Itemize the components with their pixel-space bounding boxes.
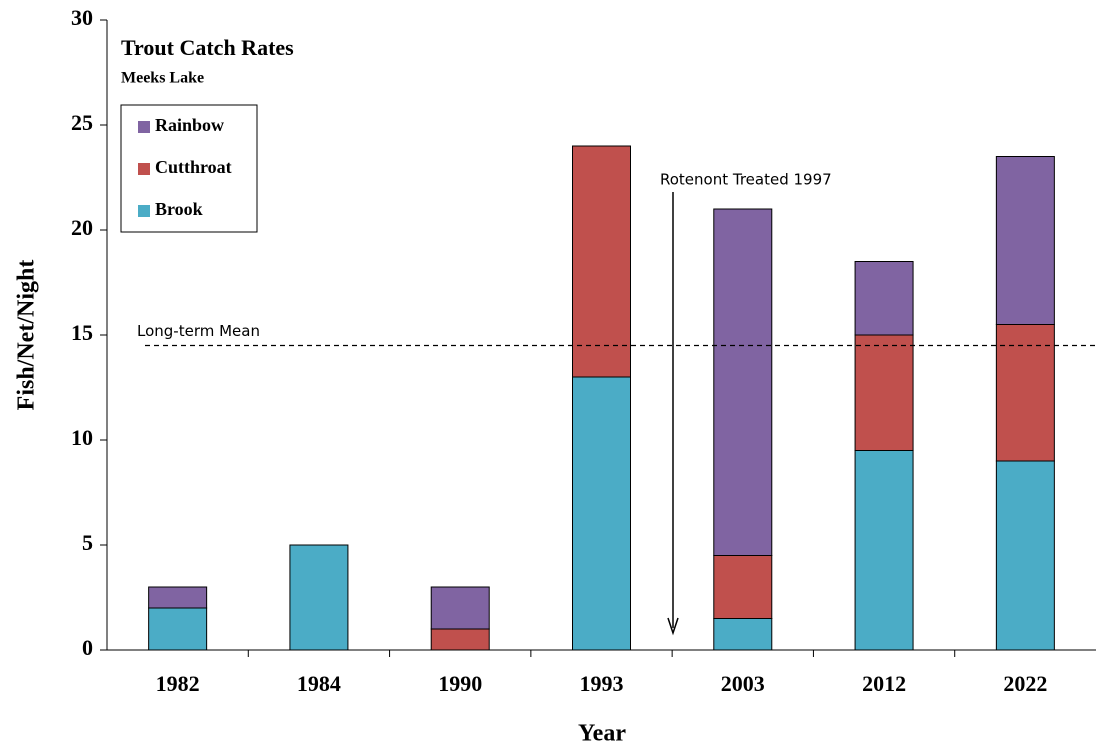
bar-segment [572,376,631,651]
legend-swatch [138,163,150,175]
y-tick-label: 20 [71,215,93,240]
bar-segment [148,586,208,609]
y-tick-label: 15 [71,320,93,345]
bar-segment [854,261,914,336]
bar-segment [854,334,914,451]
bar-segment [572,145,631,378]
legend-swatch [138,121,150,133]
x-tick-label: 2003 [721,671,765,696]
y-tick-label: 5 [82,530,93,555]
legend-label: Brook [155,199,203,219]
bar-segment [995,324,1055,462]
legend-label: Rainbow [155,115,224,135]
x-tick-label: 2022 [1003,671,1047,696]
bar-segment [430,628,490,651]
x-axis-label: Year [578,721,626,747]
bar-segment [995,460,1055,651]
x-tick-label: 1993 [580,671,624,696]
x-tick-label: 1990 [438,671,482,696]
bar-segment [713,208,773,556]
bar-segment [148,607,208,651]
bar-segment [713,555,773,619]
bar-segment [713,618,773,651]
annotation: Rotenont Treated 1997 [660,171,832,189]
chart-subtitle: Meeks Lake [121,70,204,87]
y-tick-label: 25 [71,110,93,135]
mean-label: Long-term Mean [137,322,260,340]
arrow-head [667,617,679,636]
legend-swatch [138,205,150,217]
bar-segment [430,586,490,630]
x-tick-label: 2012 [862,671,906,696]
bar-segment [995,156,1055,325]
chart-title: Trout Catch Rates [121,35,294,60]
y-tick-label: 0 [82,635,93,660]
legend-label: Cutthroat [155,157,232,177]
y-tick-label: 30 [71,5,93,30]
x-tick-label: 1984 [297,671,341,696]
y-axis-label: Fish/Net/Night [14,260,40,411]
bar-segment [854,450,914,651]
y-tick-label: 10 [71,425,93,450]
x-tick-label: 1982 [156,671,200,696]
bar-segment [289,544,349,651]
